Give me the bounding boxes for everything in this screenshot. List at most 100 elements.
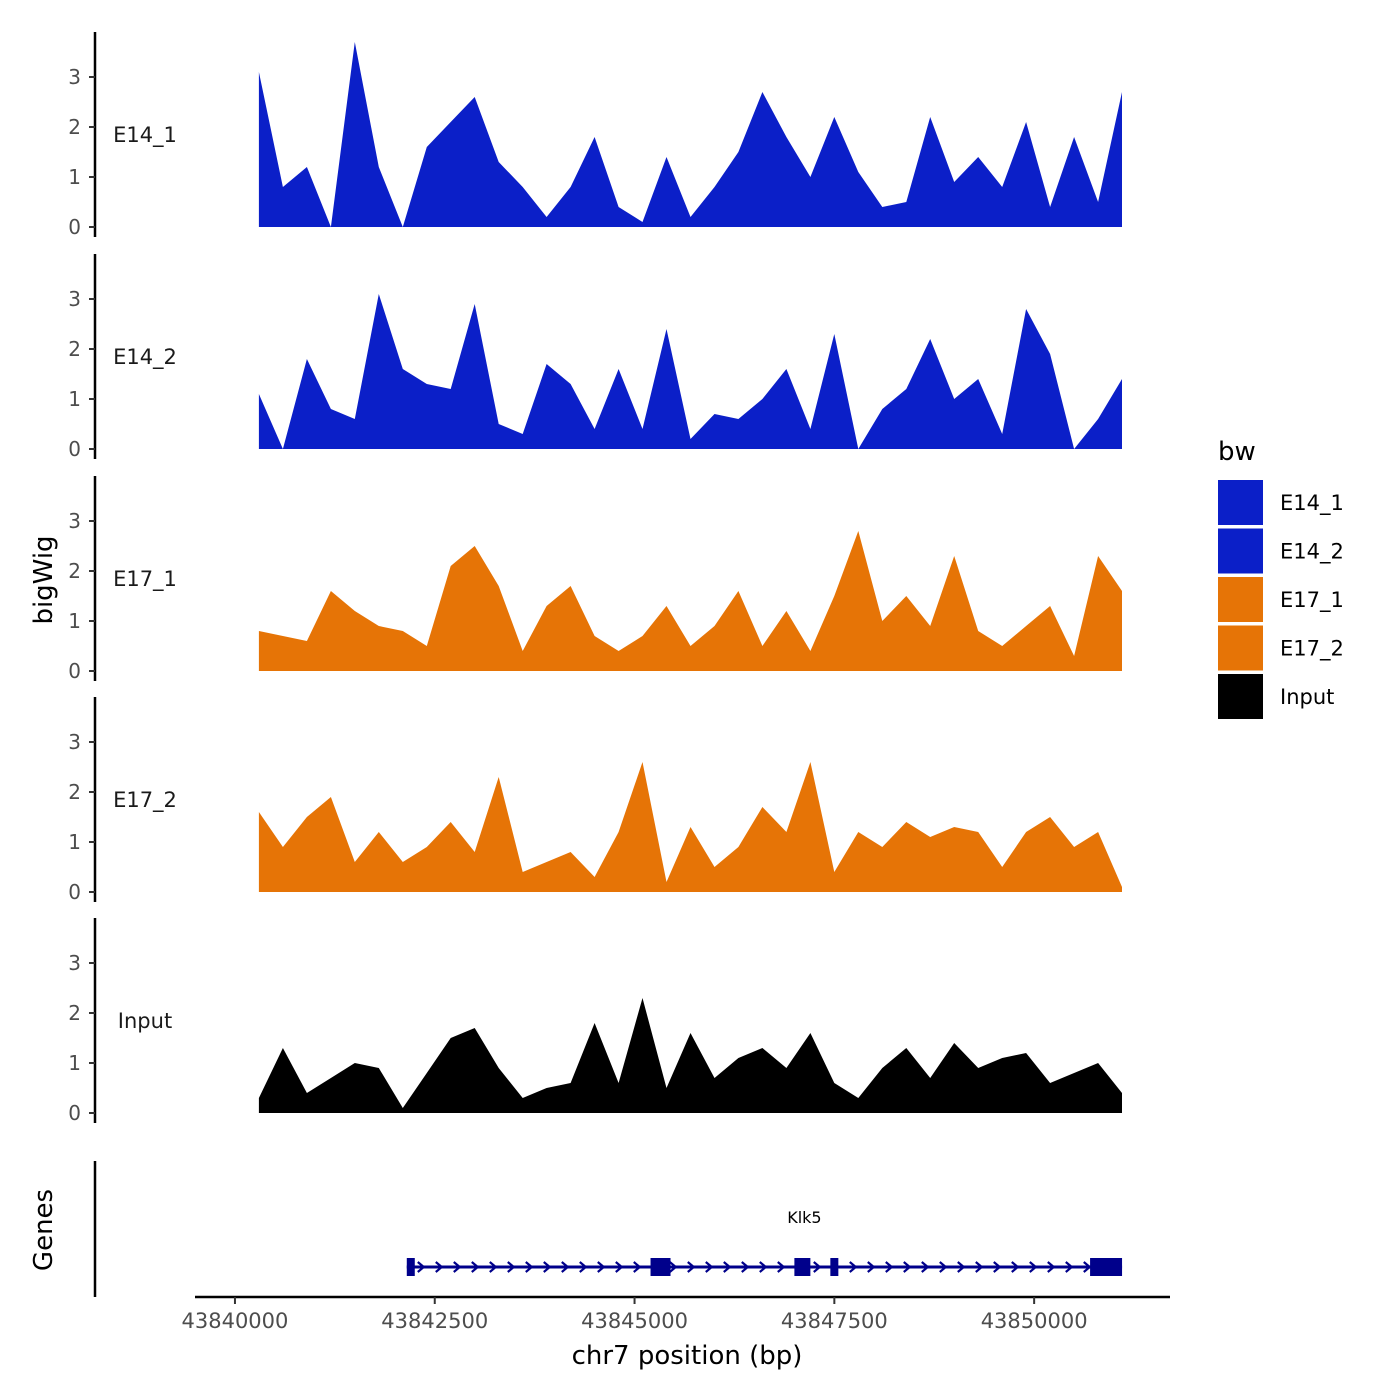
strand-arrow [1083, 1261, 1092, 1273]
strand-arrow [633, 1261, 642, 1273]
strand-arrow [1011, 1261, 1020, 1273]
gene-exon [406, 1258, 415, 1276]
x-tick-label: 43845000 [581, 1309, 688, 1333]
strand-arrow [849, 1261, 858, 1273]
legend-label-E17_2: E17_2 [1280, 637, 1344, 662]
track-label-E17_1: E17_1 [113, 567, 177, 592]
coverage-area-E17_2 [258, 762, 1122, 892]
strand-arrow [507, 1261, 516, 1273]
legend-key-Input [1218, 674, 1263, 719]
y-tick-label: 3 [68, 287, 81, 311]
track-panels: 0 1 2 3 E14_1 0 1 2 3 E14_2 0 1 2 3 E17_1 0 1 2 3 E17_2 0 1 2 3… [68, 32, 1122, 1125]
y-tick-label: 3 [68, 509, 81, 533]
y-tick-label: 1 [68, 387, 81, 411]
strand-arrow [615, 1261, 624, 1273]
gene-exon [830, 1258, 839, 1276]
strand-arrow [525, 1261, 534, 1273]
strand-arrow [435, 1261, 444, 1273]
strand-arrow [903, 1261, 912, 1273]
strand-arrow [489, 1261, 498, 1273]
y-tick-label: 3 [68, 951, 81, 975]
legend-label-E14_2: E14_2 [1280, 540, 1344, 565]
track-panel-Input: 0 1 2 3 Input [68, 918, 1122, 1125]
y-axis-title-genes: Genes [29, 1189, 59, 1271]
y-tick-label: 3 [68, 65, 81, 89]
strand-arrow [885, 1261, 894, 1273]
y-tick-label: 0 [68, 437, 81, 461]
y-tick-label: 3 [68, 730, 81, 754]
y-tick-label: 0 [68, 659, 81, 683]
y-tick-label: 0 [68, 1101, 81, 1125]
strand-arrow [453, 1261, 462, 1273]
legend-key-E14_2 [1218, 528, 1263, 574]
strand-arrow [813, 1261, 822, 1273]
coverage-area-E14_1 [258, 42, 1122, 227]
track-label-E14_1: E14_1 [113, 123, 177, 148]
track-panel-E14_2: 0 1 2 3 E14_2 [68, 254, 1122, 461]
legend: bw E14_1 E14_2 E17_1 E17_2 Input [1218, 437, 1344, 719]
strand-arrow [579, 1261, 588, 1273]
strand-arrow [975, 1261, 984, 1273]
y-tick-label: 1 [68, 1051, 81, 1075]
strand-arrow [1047, 1261, 1056, 1273]
legend-title: bw [1218, 437, 1256, 467]
y-tick-label: 1 [68, 165, 81, 189]
x-tick-label: 43850000 [981, 1309, 1088, 1333]
coverage-area-Input [258, 998, 1122, 1113]
strand-arrow [417, 1261, 426, 1273]
strand-arrow [867, 1261, 876, 1273]
strand-arrow [993, 1261, 1002, 1273]
strand-arrow [471, 1261, 480, 1273]
track-panel-E14_1: 0 1 2 3 E14_1 [68, 32, 1122, 239]
strand-arrow [687, 1261, 696, 1273]
x-tick-label: 43842500 [381, 1309, 488, 1333]
legend-label-E17_1: E17_1 [1280, 588, 1344, 613]
strand-arrow [1065, 1261, 1074, 1273]
y-tick-label: 1 [68, 830, 81, 854]
strand-arrow [939, 1261, 948, 1273]
y-axis-title-bigwig: bigWig [29, 535, 59, 624]
strand-arrow [741, 1261, 750, 1273]
gene-panel: Klk5 [93, 1161, 1123, 1297]
track-panel-E17_1: 0 1 2 3 E17_1 [68, 476, 1122, 683]
strand-arrow [759, 1261, 768, 1273]
strand-arrow [597, 1261, 606, 1273]
track-label-E17_2: E17_2 [113, 788, 177, 813]
strand-arrow [777, 1261, 786, 1273]
x-tick-label: 43840000 [182, 1309, 289, 1333]
strand-arrow [705, 1261, 714, 1273]
y-tick-label: 2 [68, 780, 81, 804]
legend-key-E17_2 [1218, 625, 1263, 671]
x-tick-label: 43847500 [781, 1309, 888, 1333]
strand-arrow [669, 1261, 678, 1273]
y-tick-label: 2 [68, 1001, 81, 1025]
gene-exon [650, 1258, 671, 1276]
strand-arrow [561, 1261, 570, 1273]
legend-label-Input: Input [1280, 685, 1334, 709]
track-label-Input: Input [118, 1009, 172, 1033]
y-tick-label: 0 [68, 880, 81, 904]
legend-key-E17_1 [1218, 577, 1263, 622]
legend-label-E14_1: E14_1 [1280, 491, 1344, 516]
y-tick-label: 2 [68, 337, 81, 361]
legend-key-E14_1 [1218, 480, 1263, 525]
track-label-E14_2: E14_2 [113, 345, 177, 370]
coverage-area-E17_1 [258, 531, 1122, 671]
strand-arrow [921, 1261, 930, 1273]
x-axis-title: chr7 position (bp) [572, 1341, 803, 1371]
gene-exon [1090, 1258, 1123, 1276]
gene-name-label: Klk5 [787, 1208, 821, 1227]
track-panel-E17_2: 0 1 2 3 E17_2 [68, 697, 1122, 904]
x-axis: 43840000 43842500 43845000 43847500 43850000 [182, 1295, 1170, 1333]
y-tick-label: 2 [68, 115, 81, 139]
y-tick-label: 0 [68, 215, 81, 239]
strand-arrow [543, 1261, 552, 1273]
y-tick-label: 2 [68, 559, 81, 583]
gene-exon [794, 1258, 811, 1276]
strand-arrow [723, 1261, 732, 1273]
strand-arrow [1029, 1261, 1038, 1273]
coverage-area-E14_2 [258, 294, 1122, 449]
y-tick-label: 1 [68, 609, 81, 633]
strand-arrow [957, 1261, 966, 1273]
